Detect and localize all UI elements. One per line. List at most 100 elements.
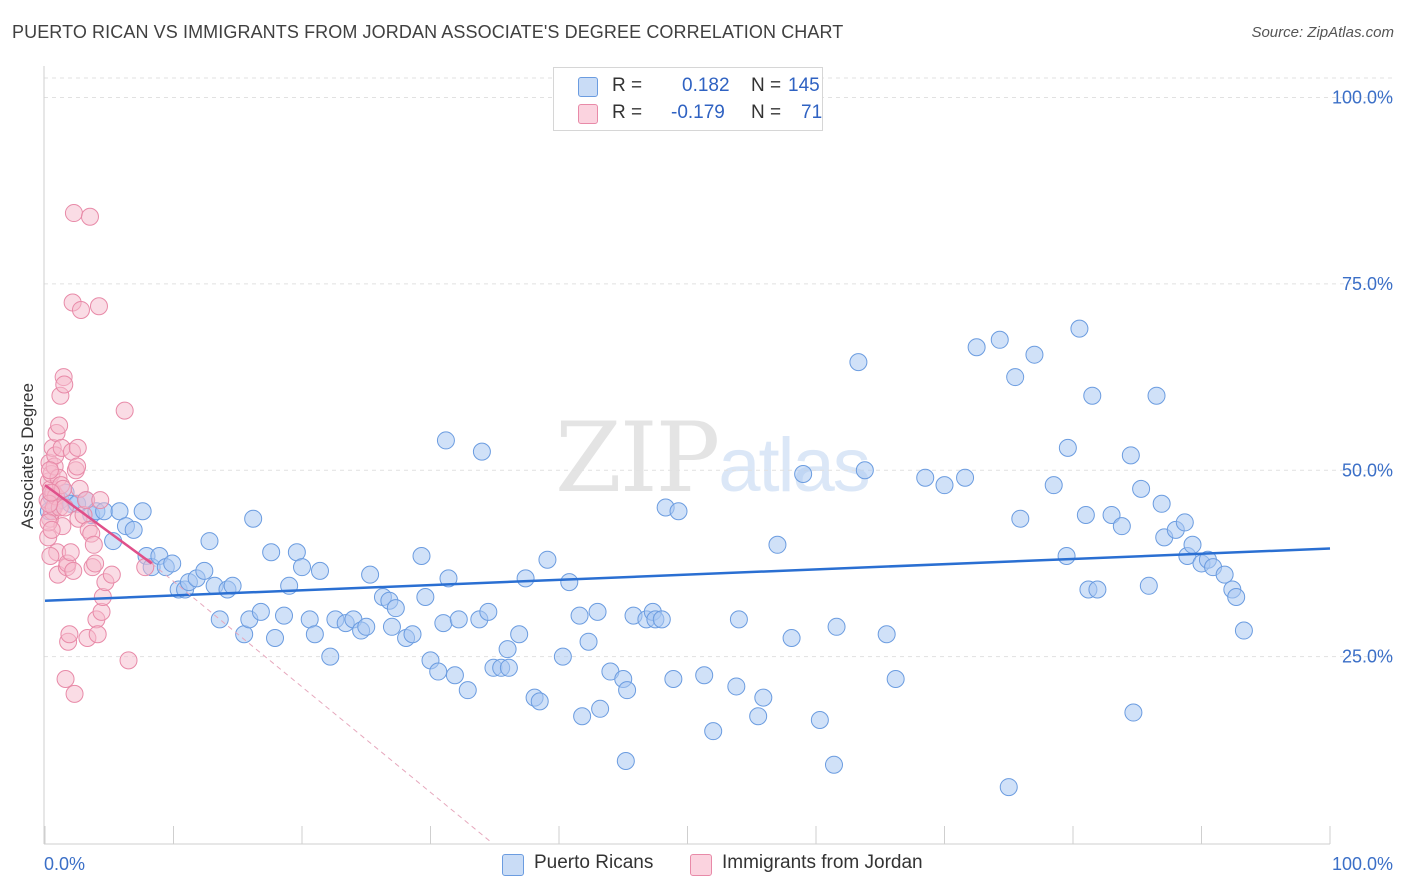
data-point-puerto-rican — [434, 614, 453, 633]
data-point-puerto-rican — [1147, 386, 1166, 405]
data-point-puerto-rican — [472, 442, 491, 461]
legend-r-label: R = — [612, 75, 643, 96]
data-point-puerto-rican — [1175, 513, 1194, 532]
data-point-jordan — [60, 625, 79, 644]
data-point-jordan — [119, 651, 138, 670]
trendline-puerto-ricans — [44, 547, 1331, 602]
y-tick-label: 25.0% — [1342, 647, 1393, 667]
data-point-puerto-rican — [530, 692, 549, 711]
data-point-jordan — [42, 520, 61, 539]
data-point-puerto-rican — [195, 561, 214, 580]
data-point-puerto-rican — [588, 602, 607, 621]
data-point-jordan — [68, 457, 87, 476]
data-point-puerto-rican — [1057, 546, 1076, 565]
data-point-puerto-rican — [553, 647, 572, 666]
legend-r-value: 0.182 — [682, 75, 730, 96]
data-point-jordan — [80, 207, 99, 226]
data-point-puerto-rican — [416, 587, 435, 606]
legend-swatch-blue — [502, 854, 524, 876]
data-point-puerto-rican — [704, 722, 723, 741]
legend-swatch-pink — [690, 854, 712, 876]
data-point-puerto-rican — [1102, 505, 1121, 524]
chart-title: PUERTO RICAN VS IMMIGRANTS FROM JORDAN A… — [12, 22, 844, 42]
data-point-puerto-rican — [1070, 319, 1089, 338]
stats-legend: R = 0.182 N = 145 R = -0.179 N = 71 — [553, 67, 823, 131]
data-point-jordan — [136, 558, 155, 577]
data-point-puerto-rican — [498, 640, 517, 659]
data-point-jordan — [41, 546, 60, 565]
data-point-puerto-rican — [794, 464, 813, 483]
data-point-puerto-rican — [321, 647, 340, 666]
data-point-puerto-rican — [827, 617, 846, 636]
data-point-puerto-rican — [110, 502, 129, 521]
legend-n-value: 145 — [788, 75, 820, 96]
data-point-puerto-rican — [591, 699, 610, 718]
trendline-jordan-extension — [151, 563, 493, 844]
legend-label: Puerto Ricans — [534, 852, 654, 873]
data-point-puerto-rican — [967, 338, 986, 357]
legend-n-value: 71 — [801, 102, 823, 123]
trendline-jordan — [44, 484, 153, 565]
data-point-puerto-rican — [824, 755, 843, 774]
data-point-jordan — [89, 297, 108, 316]
data-point-jordan — [64, 561, 83, 580]
data-point-puerto-rican — [570, 606, 589, 625]
data-point-puerto-rican — [499, 658, 518, 677]
data-point-jordan — [86, 554, 105, 573]
data-point-puerto-rican — [1076, 505, 1095, 524]
data-point-puerto-rican — [361, 565, 380, 584]
data-point-puerto-rican — [436, 431, 455, 450]
data-point-puerto-rican — [510, 625, 529, 644]
data-point-puerto-rican — [1083, 386, 1102, 405]
data-point-puerto-rican — [1227, 587, 1246, 606]
data-point-puerto-rican — [163, 554, 182, 573]
data-point-jordan — [102, 565, 121, 584]
legend-r-value: -0.179 — [671, 102, 725, 123]
x-tick-label: 0.0% — [44, 854, 85, 874]
data-point-puerto-rican — [810, 710, 829, 729]
data-point-jordan — [65, 684, 84, 703]
data-point-puerto-rican — [727, 677, 746, 696]
data-point-puerto-rican — [412, 546, 431, 565]
data-point-puerto-rican — [293, 558, 311, 577]
legend-swatch-blue — [578, 77, 598, 97]
legend-r-label: R = — [612, 102, 643, 123]
data-point-puerto-rican — [1183, 535, 1202, 554]
data-point-puerto-rican — [855, 461, 874, 480]
legend-label: Immigrants from Jordan — [722, 852, 923, 873]
data-point-puerto-rican — [695, 666, 714, 685]
data-point-puerto-rican — [382, 617, 401, 636]
watermark-atlas: atlas — [718, 423, 871, 508]
data-point-puerto-rican — [439, 569, 458, 588]
data-point-puerto-rican — [669, 502, 688, 521]
data-point-puerto-rican — [479, 602, 498, 621]
data-point-jordan — [61, 543, 80, 562]
data-point-puerto-rican — [754, 688, 773, 707]
data-point-puerto-rican — [210, 610, 229, 629]
data-point-puerto-rican — [1025, 345, 1044, 364]
data-point-puerto-rican — [999, 778, 1018, 797]
data-point-puerto-rican — [618, 681, 637, 700]
data-point-jordan — [55, 375, 74, 394]
data-point-puerto-rican — [1011, 509, 1030, 528]
data-point-puerto-rican — [616, 751, 635, 770]
data-point-jordan — [115, 401, 134, 420]
data-point-puerto-rican — [357, 617, 376, 636]
data-point-puerto-rican — [749, 707, 768, 726]
data-point-jordan — [84, 535, 103, 554]
data-point-puerto-rican — [449, 610, 468, 629]
legend-n-label: N = — [751, 75, 782, 96]
data-point-puerto-rican — [916, 468, 935, 487]
data-point-puerto-rican — [244, 509, 263, 528]
data-point-puerto-rican — [886, 669, 905, 688]
data-point-puerto-rican — [768, 535, 787, 554]
data-point-puerto-rican — [1152, 494, 1171, 513]
legend-n-label: N = — [751, 102, 782, 123]
data-point-jordan — [56, 669, 75, 688]
data-point-puerto-rican — [1088, 580, 1107, 599]
x-tick-label: 100.0% — [1332, 854, 1393, 874]
data-point-puerto-rican — [445, 666, 464, 685]
data-point-jordan — [71, 300, 90, 319]
data-point-puerto-rican — [1112, 517, 1131, 536]
